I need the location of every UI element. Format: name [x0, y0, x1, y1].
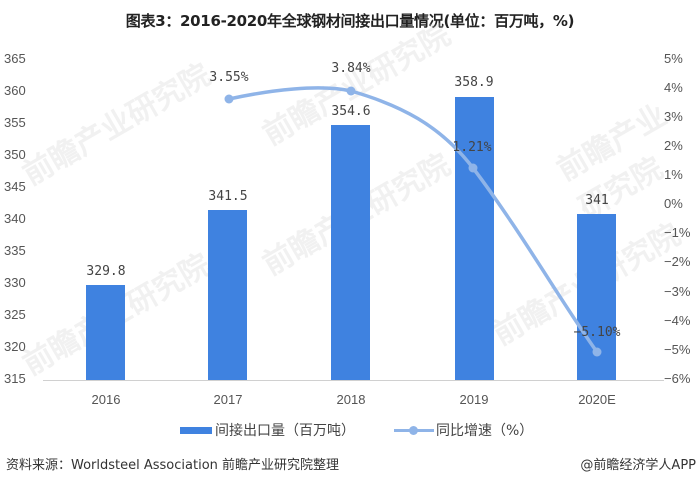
left-axis-tick: 350 — [4, 147, 26, 162]
legend: 间接出口量（百万吨） 同比增速（%） — [0, 420, 700, 440]
right-axis-tick: 3% — [664, 109, 683, 124]
credit-note: @前瞻经济学人APP — [580, 458, 696, 473]
bar-2016 — [86, 285, 125, 380]
bar-2017 — [208, 210, 247, 380]
line-point-2017 — [224, 94, 234, 104]
bar-label: 341 — [585, 193, 609, 208]
left-axis-tick: 360 — [4, 83, 26, 98]
bar-label: 354.6 — [331, 104, 371, 119]
line-label: −5.10% — [573, 325, 621, 340]
right-axis-tick: −1% — [664, 225, 691, 240]
right-axis-tick: −4% — [664, 313, 691, 328]
x-axis-tick: 2019 — [459, 392, 489, 407]
right-axis-tick: 4% — [664, 80, 683, 95]
left-axis-tick: 345 — [4, 179, 26, 194]
line-point-2018 — [346, 86, 356, 96]
right-axis-tick: −3% — [664, 284, 691, 299]
bar-2018 — [331, 125, 370, 380]
line-label: 3.84% — [331, 61, 371, 76]
left-axis-tick: 355 — [4, 115, 26, 130]
line-label: 1.21% — [452, 140, 492, 155]
left-axis-tick: 330 — [4, 275, 26, 290]
x-axis-tick: 2018 — [336, 392, 366, 407]
left-axis-tick: 340 — [4, 211, 26, 226]
bar-2019 — [455, 97, 494, 380]
line-point-2020e — [592, 347, 602, 357]
legend-bar-swatch — [180, 427, 212, 434]
right-axis-tick: −6% — [664, 371, 691, 386]
left-axis-tick: 365 — [4, 51, 26, 66]
chart-title: 图表3：2016-2020年全球钢材间接出口量情况(单位：百万吨，%) — [125, 12, 575, 30]
right-axis-tick: 1% — [664, 167, 683, 182]
legend-line-label: 同比增速（%） — [436, 423, 534, 439]
left-axis-tick: 335 — [4, 243, 26, 258]
x-axis-tick: 2016 — [91, 392, 121, 407]
right-axis-tick: 5% — [664, 51, 683, 66]
line-point-2019 — [468, 163, 478, 173]
bar-label: 358.9 — [454, 75, 494, 90]
right-axis-tick: 0% — [664, 196, 683, 211]
legend-bar-label: 间接出口量（百万吨） — [215, 423, 355, 439]
left-axis-tick: 320 — [4, 339, 26, 354]
x-axis-line — [43, 380, 664, 381]
legend-line-marker-icon — [409, 426, 418, 435]
bar-label: 341.5 — [208, 189, 248, 204]
right-axis-tick: 2% — [664, 138, 683, 153]
bar-label: 329.8 — [86, 264, 126, 279]
x-axis-tick: 2017 — [213, 392, 243, 407]
source-note: 资料来源：Worldsteel Association 前瞻产业研究院整理 — [6, 458, 340, 473]
right-axis-tick: −2% — [664, 254, 691, 269]
left-axis-tick: 315 — [4, 371, 26, 386]
right-axis-tick: −5% — [664, 342, 691, 357]
left-axis-tick: 325 — [4, 307, 26, 322]
line-label: 3.55% — [209, 70, 249, 85]
x-axis-tick: 2020E — [578, 392, 616, 407]
